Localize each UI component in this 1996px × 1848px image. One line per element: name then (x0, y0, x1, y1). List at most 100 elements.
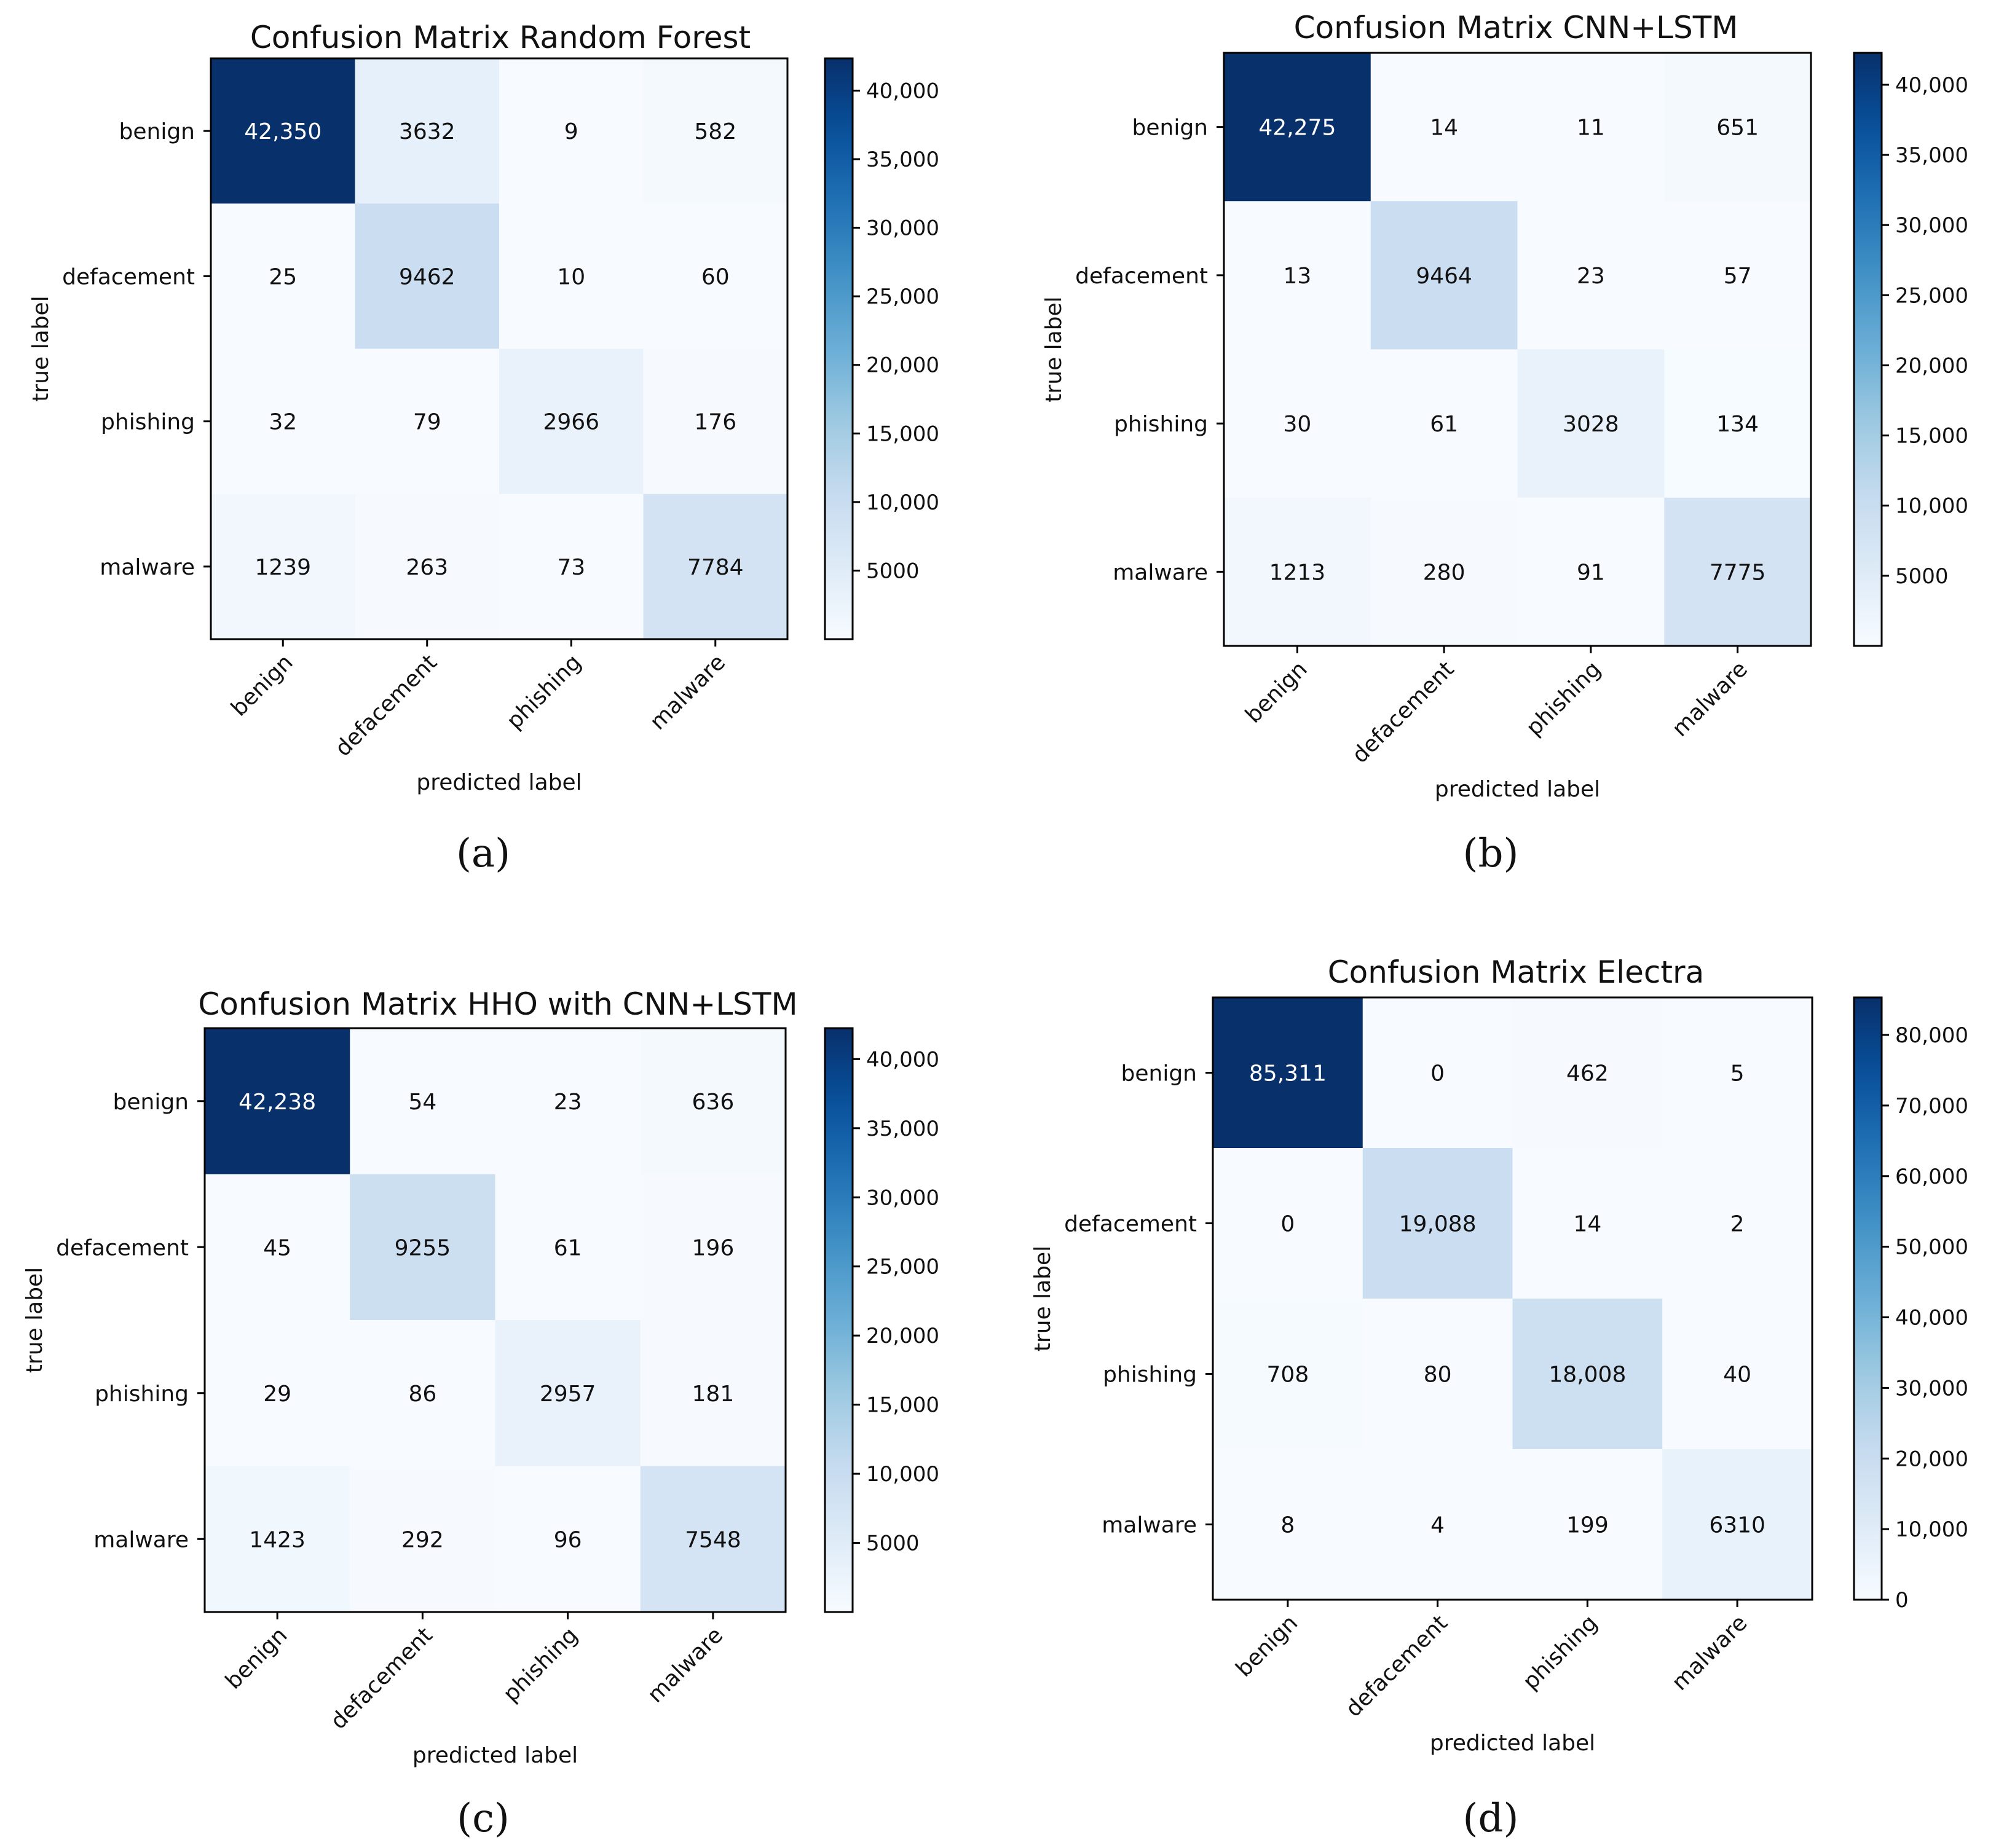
colorbar (1853, 52, 1883, 647)
panel-b-title: Confusion Matrix CNN+LSTM (1294, 10, 1738, 45)
cell-value-label: 582 (694, 119, 736, 144)
colorbar (824, 57, 854, 640)
y-tick-label: benign (1121, 1061, 1197, 1087)
cell-value-label: 2966 (543, 410, 599, 435)
panel-b-heatmap: 42,275 14 11 651 13 9464 23 57 30 61 3028 134 1213 28… (1041, 52, 1968, 802)
matrix-cell (643, 493, 788, 640)
matrix-cell (495, 1320, 641, 1466)
x-axis-label: predicted label (1435, 777, 1600, 802)
cell-value-label: 280 (1423, 560, 1465, 585)
panel-d: Confusion Matrix Electra 85,311 0 462 5 0 19,… (1030, 954, 1968, 1841)
colorbar-tick-label: 30,000 (866, 216, 939, 241)
colorbar-tick-label: 10,000 (1895, 1517, 1968, 1542)
cell-value-label: 54 (408, 1090, 436, 1115)
matrix-cell (350, 1174, 495, 1321)
matrix-cell (355, 58, 500, 204)
matrix-cell (1517, 201, 1665, 350)
cell-value-label: 14 (1573, 1212, 1601, 1237)
matrix-cell (499, 203, 644, 349)
x-axis-label: predicted label (412, 1743, 578, 1768)
x-tick-label: benign (1241, 656, 1312, 728)
x-tick-label: defacement (1347, 656, 1459, 768)
matrix-cell (1517, 497, 1665, 647)
matrix-cell (1512, 997, 1663, 1149)
y-axis-label: true label (1030, 1246, 1055, 1351)
matrix-cell (205, 1466, 350, 1613)
cell-value-label: 25 (269, 264, 297, 289)
matrix-cell (1224, 349, 1371, 498)
y-tick-label: malware (93, 1527, 189, 1552)
matrix-cell (640, 1320, 786, 1466)
colorbar-tick-label: 10,000 (866, 490, 939, 515)
matrix-cell (1517, 349, 1665, 498)
cell-value-label: 4 (1430, 1513, 1445, 1538)
matrix-cell (643, 348, 788, 495)
matrix-cell (350, 1028, 495, 1174)
cell-value-label: 7775 (1710, 560, 1766, 585)
x-tick-label: malware (1667, 1610, 1752, 1695)
cell-value-label: 42,238 (239, 1090, 316, 1115)
cell-value-label: 636 (692, 1090, 735, 1115)
cell-value-label: 263 (406, 555, 448, 580)
cell-value-label: 18,008 (1548, 1362, 1626, 1388)
matrix-cell (1662, 1148, 1813, 1299)
matrix-cell (211, 58, 355, 204)
colorbar-tick-label: 15,000 (866, 1393, 939, 1418)
matrix-cell (1362, 1299, 1513, 1450)
panel-d-heatmap: 85,311 0 462 5 0 19,088 14 2 708 80 18,008 40 8 4 199 6… (1030, 996, 1968, 1756)
cell-value-label: 9255 (395, 1235, 451, 1260)
cell-value-label: 9462 (399, 264, 456, 289)
cell-value-label: 0 (1430, 1061, 1445, 1087)
colorbar-tick-label: 20,000 (1895, 353, 1968, 378)
y-tick-label: malware (1102, 1513, 1197, 1538)
cell-value-label: 14 (1430, 116, 1458, 141)
panel-a: Confusion Matrix Random Forest 42,350 363… (28, 20, 939, 876)
cell-value-label: 57 (1724, 264, 1752, 289)
colorbar-tick-label: 25,000 (866, 285, 939, 309)
y-tick-label: phishing (1114, 412, 1208, 437)
cell-value-label: 42,350 (244, 119, 321, 144)
cell-value-label: 30 (1283, 412, 1311, 437)
x-axis-label: predicted label (1430, 1731, 1595, 1756)
x-tick-label: phishing (1521, 656, 1606, 741)
matrix-cell (211, 203, 355, 349)
matrix-cell (1213, 1449, 1363, 1600)
matrix-cell (1370, 201, 1518, 350)
cell-value-label: 199 (1566, 1513, 1609, 1538)
matrix-cell (1662, 997, 1813, 1149)
colorbar-tick-label: 40,000 (1895, 1306, 1968, 1331)
matrix-cell (640, 1174, 786, 1321)
colorbar-tick-label: 80,000 (1895, 1023, 1968, 1048)
colorbar-tick-label: 5000 (1895, 564, 1949, 589)
matrix-cell (205, 1174, 350, 1321)
y-tick-label: benign (113, 1090, 189, 1115)
cell-value-label: 9 (564, 119, 578, 144)
matrix-cell (1664, 201, 1812, 350)
matrix-cell (1662, 1299, 1813, 1450)
colorbar-tick-label: 30,000 (866, 1185, 939, 1210)
cell-value-label: 32 (269, 410, 297, 435)
x-tick-label: defacement (326, 1622, 438, 1734)
matrix-cell (1662, 1449, 1813, 1600)
panel-a-caption: (a) (456, 831, 510, 876)
matrix-cell (205, 1028, 350, 1174)
matrix-cell (495, 1174, 641, 1321)
colorbar-tick-label: 10,000 (1895, 494, 1968, 519)
cell-value-label: 3028 (1563, 412, 1619, 437)
x-tick-label: malware (1668, 656, 1753, 741)
colorbar-tick-label: 30,000 (1895, 1376, 1968, 1401)
cell-value-label: 1213 (1269, 560, 1326, 585)
matrix-cell (211, 348, 355, 495)
matrix-cell (1224, 201, 1371, 350)
colorbar-tick-label: 60,000 (1895, 1165, 1968, 1189)
y-tick-label: malware (1113, 560, 1208, 585)
matrix-cell (495, 1028, 641, 1174)
cell-value-label: 651 (1716, 116, 1759, 141)
x-tick-label: phishing (499, 1622, 583, 1707)
matrix-cell (1370, 53, 1518, 202)
colorbar-tick-label: 40,000 (1895, 73, 1968, 98)
cell-value-label: 29 (263, 1382, 291, 1407)
matrix-cell (211, 493, 355, 640)
cell-value-label: 23 (554, 1090, 582, 1115)
colorbar-tick-label: 25,000 (866, 1255, 939, 1280)
